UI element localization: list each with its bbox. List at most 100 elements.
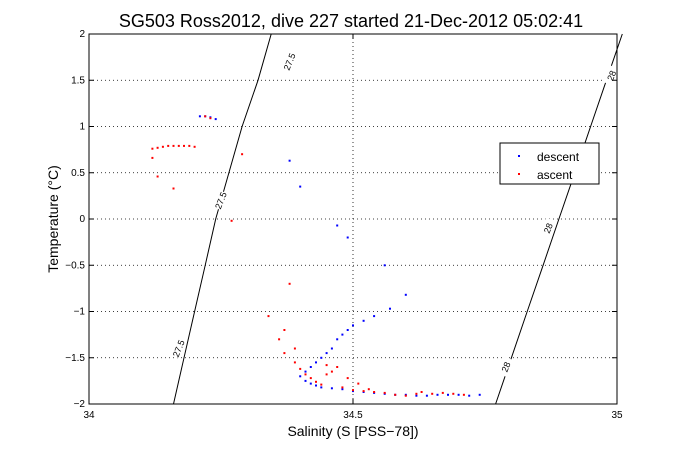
point-descent — [320, 386, 323, 389]
legend-marker-ascent — [518, 173, 520, 175]
point-descent — [299, 375, 302, 378]
legend: descent ascent — [499, 142, 600, 185]
point-ascent — [283, 352, 286, 355]
point-ascent — [325, 364, 328, 367]
point-descent — [352, 324, 354, 327]
y-tick-label: 1.5 — [71, 75, 85, 86]
point-descent — [389, 307, 391, 310]
point-ascent — [177, 144, 180, 147]
point-ascent — [278, 338, 281, 341]
point-descent — [315, 384, 317, 387]
isopycnal-label: 27.5 — [213, 190, 229, 210]
point-ascent — [283, 329, 286, 331]
point-ascent — [452, 392, 455, 395]
point-ascent — [462, 393, 465, 396]
point-ascent — [346, 377, 349, 380]
point-ascent — [204, 115, 207, 118]
point-ascent — [151, 156, 154, 159]
x-tick-label: 34.5 — [343, 410, 363, 421]
isopycnal-label-bg — [280, 51, 297, 72]
isopycnal-label-bg — [539, 217, 556, 239]
point-ascent — [293, 347, 296, 350]
point-descent — [468, 394, 471, 397]
point-descent — [336, 338, 339, 341]
point-ascent — [299, 367, 302, 370]
point-descent — [425, 394, 428, 397]
point-ascent — [441, 391, 444, 394]
x-tick-label: 34 — [83, 410, 95, 421]
point-descent — [320, 356, 323, 359]
legend-label-descent: descent — [537, 150, 580, 164]
isopycnal-label-bg — [497, 356, 514, 377]
point-descent — [447, 393, 449, 396]
point-ascent — [341, 386, 344, 389]
y-tick-label: −2 — [74, 399, 86, 410]
point-descent — [198, 115, 201, 118]
point-descent — [336, 224, 339, 227]
y-axis-label: Temperature (°C) — [45, 165, 61, 273]
grid — [89, 34, 617, 404]
isopycnal-label: 27.5 — [282, 52, 298, 72]
point-ascent — [309, 377, 312, 380]
y-tick-label: 1 — [79, 122, 85, 133]
point-descent — [341, 388, 344, 391]
point-ascent — [209, 117, 212, 120]
point-ascent — [293, 361, 296, 364]
point-ascent — [431, 392, 434, 395]
y-tick-label: 2 — [79, 29, 85, 40]
point-ascent — [325, 373, 328, 376]
point-descent — [288, 159, 291, 162]
isopycnal-label-bg — [169, 337, 186, 359]
point-ascent — [352, 389, 354, 392]
point-descent — [404, 293, 407, 296]
chart-title: SG503 Ross2012, dive 227 started 21-Dec-… — [119, 11, 583, 31]
point-ascent — [151, 147, 154, 150]
y-tick-label: 0.5 — [71, 168, 85, 179]
point-ascent — [357, 382, 360, 385]
point-descent — [436, 393, 439, 396]
data-points — [151, 115, 481, 397]
point-ascent — [288, 282, 291, 285]
point-ascent — [330, 370, 333, 373]
isopycnal-line — [173, 33, 272, 405]
point-descent — [346, 236, 349, 239]
point-descent — [383, 264, 386, 267]
point-ascent — [167, 144, 170, 147]
point-ascent — [404, 394, 407, 397]
point-ascent — [415, 392, 418, 395]
point-descent — [373, 315, 376, 318]
point-ascent — [367, 388, 370, 391]
point-ascent — [420, 391, 423, 393]
point-descent — [330, 347, 333, 350]
isopycnal-label-bg — [212, 189, 229, 211]
isopycnal-label: 28 — [500, 360, 513, 373]
point-descent — [304, 379, 307, 382]
point-ascent — [156, 146, 159, 149]
point-descent — [330, 387, 333, 390]
point-ascent — [362, 390, 365, 393]
point-descent — [341, 333, 344, 336]
point-ascent — [383, 391, 386, 394]
y-tick-label: 0 — [79, 214, 85, 225]
isopycnal-label: 28 — [605, 69, 618, 82]
point-ascent — [161, 145, 164, 148]
y-tick-label: −0.5 — [65, 260, 85, 271]
point-ascent — [172, 187, 175, 190]
point-ascent — [241, 153, 244, 156]
point-ascent — [172, 144, 175, 147]
y-tick-label: −1.5 — [65, 353, 85, 364]
point-ascent — [394, 393, 397, 396]
point-ascent — [320, 383, 323, 386]
point-descent — [415, 394, 418, 397]
isopycnal-label-bg — [602, 65, 619, 86]
point-ascent — [267, 315, 270, 318]
point-ascent — [304, 373, 307, 376]
point-ascent — [156, 175, 159, 178]
point-ascent — [315, 380, 317, 383]
x-tick-label: 35 — [611, 410, 623, 421]
point-descent — [315, 361, 317, 364]
point-descent — [457, 393, 460, 396]
isopycnal-line — [495, 33, 623, 405]
y-tick-label: −1 — [74, 307, 86, 318]
point-ascent — [336, 366, 339, 368]
